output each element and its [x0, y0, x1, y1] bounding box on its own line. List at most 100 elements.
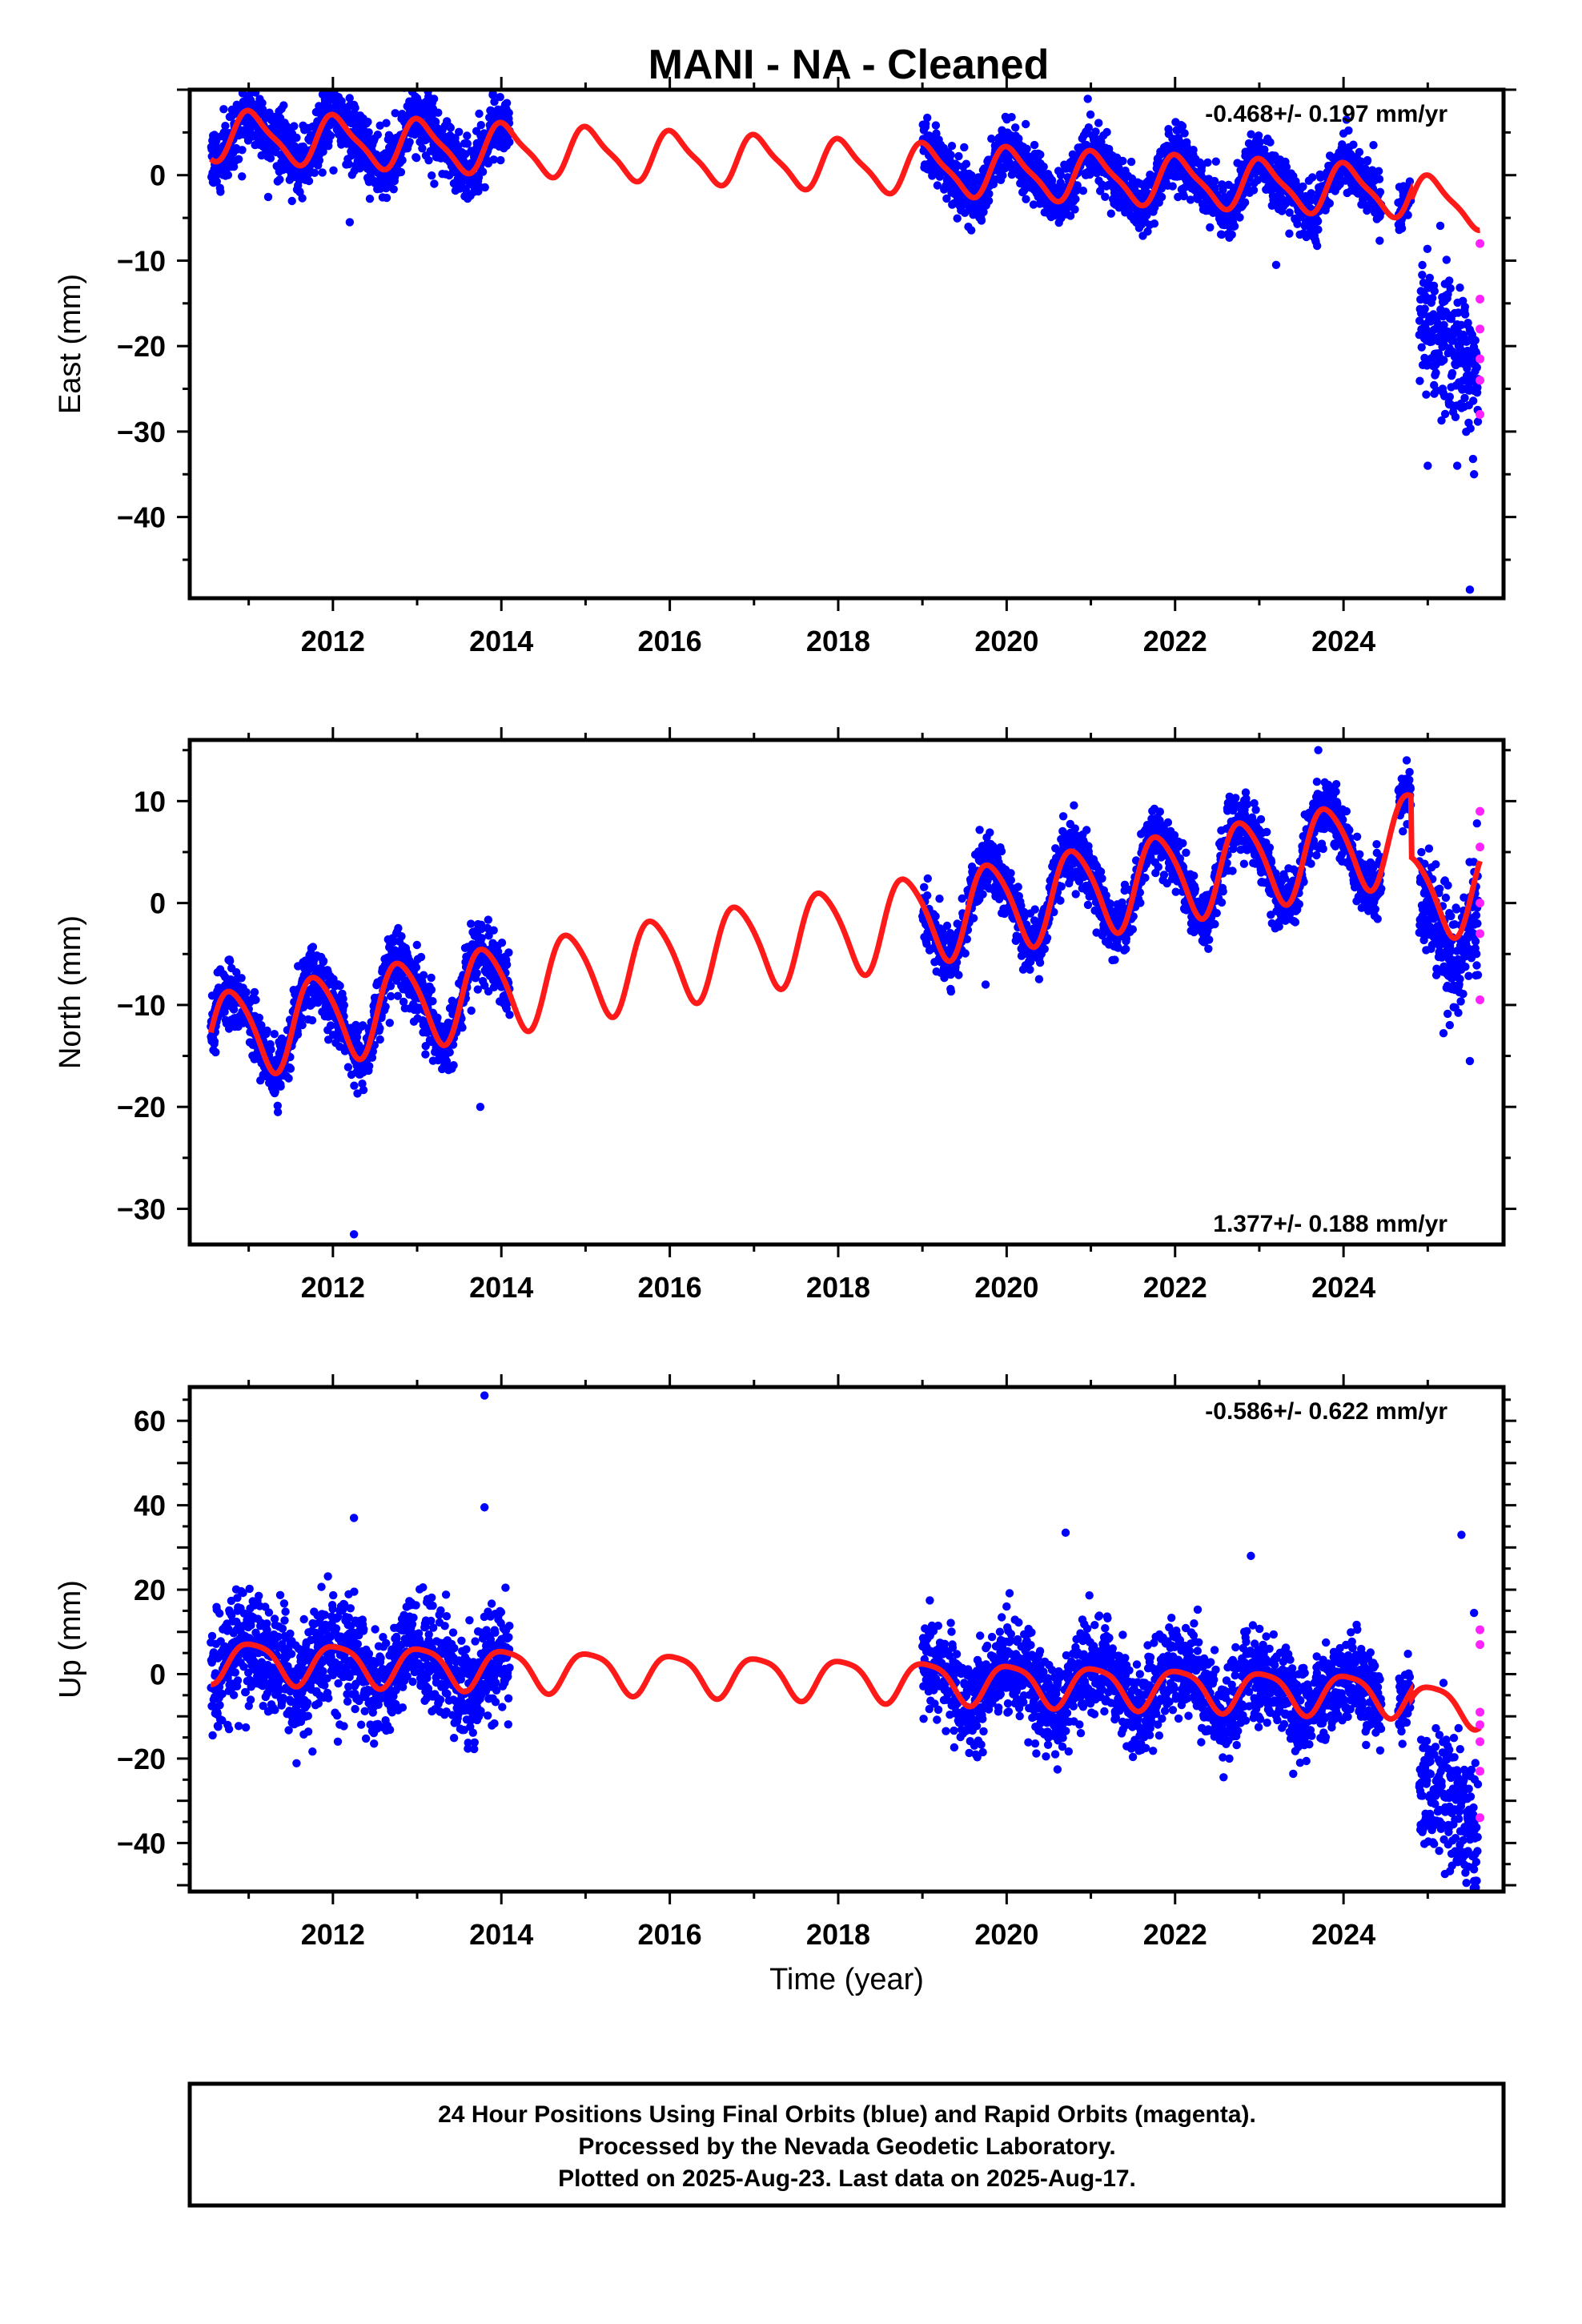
data-point: [489, 155, 498, 164]
data-point: [319, 956, 328, 966]
data-point: [1440, 409, 1450, 419]
data-point: [219, 105, 228, 114]
data-point: [1253, 175, 1263, 185]
data-point: [1418, 260, 1427, 270]
data-point: [985, 189, 994, 199]
data-point: [279, 101, 288, 110]
data-point: [1157, 184, 1166, 193]
data-point: [1022, 144, 1031, 153]
data-point: [250, 987, 259, 997]
data-point: [942, 921, 952, 931]
data-point: [263, 192, 273, 202]
y-tick-label: −20: [117, 330, 166, 363]
data-point: [1349, 140, 1358, 149]
data-point: [428, 171, 436, 180]
outlier-point: [1271, 260, 1281, 269]
data-point: [472, 969, 481, 978]
data-point: [1445, 276, 1454, 285]
outlier-point: [324, 136, 333, 146]
data-point: [1471, 336, 1480, 345]
data-point: [961, 949, 970, 958]
data-point: [1143, 227, 1152, 236]
data-point: [1073, 181, 1082, 190]
data-point: [1168, 182, 1177, 191]
data-point: [1030, 140, 1039, 150]
data-point: [1451, 412, 1460, 421]
data-point: [1178, 122, 1187, 131]
data-point: [210, 1037, 219, 1046]
data-point: [1430, 287, 1439, 296]
y-tick-label: −30: [117, 416, 166, 448]
data-point: [502, 99, 512, 107]
north-panel: 2012 2014 2016 2018 2020 2022 2024100−10−20−30…: [54, 727, 1516, 1304]
data-point: [1460, 310, 1470, 319]
data-point: [449, 1061, 458, 1070]
data-point: [345, 94, 354, 103]
data-point: [1313, 217, 1323, 226]
rapid-point: [1476, 354, 1485, 364]
data-point: [1211, 157, 1221, 166]
east-y-axis-label: East (mm): [54, 274, 87, 414]
data-point: [293, 1030, 303, 1039]
data-point: [1217, 230, 1227, 239]
data-point: [1180, 129, 1189, 138]
data-point: [375, 1035, 384, 1044]
data-point: [1423, 244, 1432, 253]
data-point: [292, 133, 301, 143]
data-point: [431, 117, 440, 127]
data-point: [344, 159, 353, 169]
data-point: [1422, 390, 1431, 399]
data-point: [1468, 454, 1478, 464]
data-point: [1006, 875, 1016, 885]
data-point: [1071, 195, 1080, 203]
data-point: [1182, 142, 1191, 151]
data-point: [391, 109, 400, 118]
data-point: [318, 168, 327, 177]
data-point: [1086, 110, 1095, 119]
data-point: [315, 156, 324, 165]
data-point: [1219, 186, 1227, 195]
data-point: [1118, 156, 1127, 166]
data-point: [962, 159, 971, 168]
data-point: [434, 108, 443, 117]
data-point: [266, 154, 275, 163]
data-point: [1211, 183, 1219, 192]
data-point: [1210, 176, 1219, 186]
data-point: [1439, 356, 1448, 364]
data-point: [237, 974, 246, 983]
data-point: [496, 93, 504, 102]
x-tick-label: 2022: [1143, 625, 1207, 657]
data-point: [1355, 147, 1364, 157]
data-point: [490, 97, 499, 107]
data-point: [987, 135, 996, 143]
data-point: [221, 122, 230, 131]
data-point: [984, 196, 994, 205]
data-point: [1011, 123, 1020, 132]
data-point: [1022, 119, 1030, 129]
data-point: [1369, 141, 1378, 150]
outlier-point: [1423, 461, 1432, 470]
data-point: [1014, 883, 1022, 891]
data-point: [1417, 343, 1426, 352]
data-point: [504, 948, 513, 957]
y-tick-label: 0: [150, 159, 166, 192]
data-point: [986, 828, 994, 837]
data-point: [284, 1074, 293, 1083]
data-point: [1247, 130, 1255, 139]
data-point: [1029, 200, 1038, 209]
data-point: [497, 939, 507, 947]
data-point: [319, 147, 327, 156]
data-point: [1022, 195, 1030, 203]
data-point: [237, 75, 245, 83]
data-point: [933, 181, 942, 190]
data-point: [947, 142, 957, 151]
data-point: [1047, 175, 1057, 185]
data-point: [298, 1020, 307, 1030]
data-point: [1344, 126, 1353, 135]
rapid-point: [1476, 294, 1485, 304]
data-point: [329, 166, 338, 175]
data-point: [412, 963, 421, 972]
data-point: [1189, 146, 1198, 155]
data-point: [430, 179, 439, 188]
data-point: [1374, 167, 1383, 175]
